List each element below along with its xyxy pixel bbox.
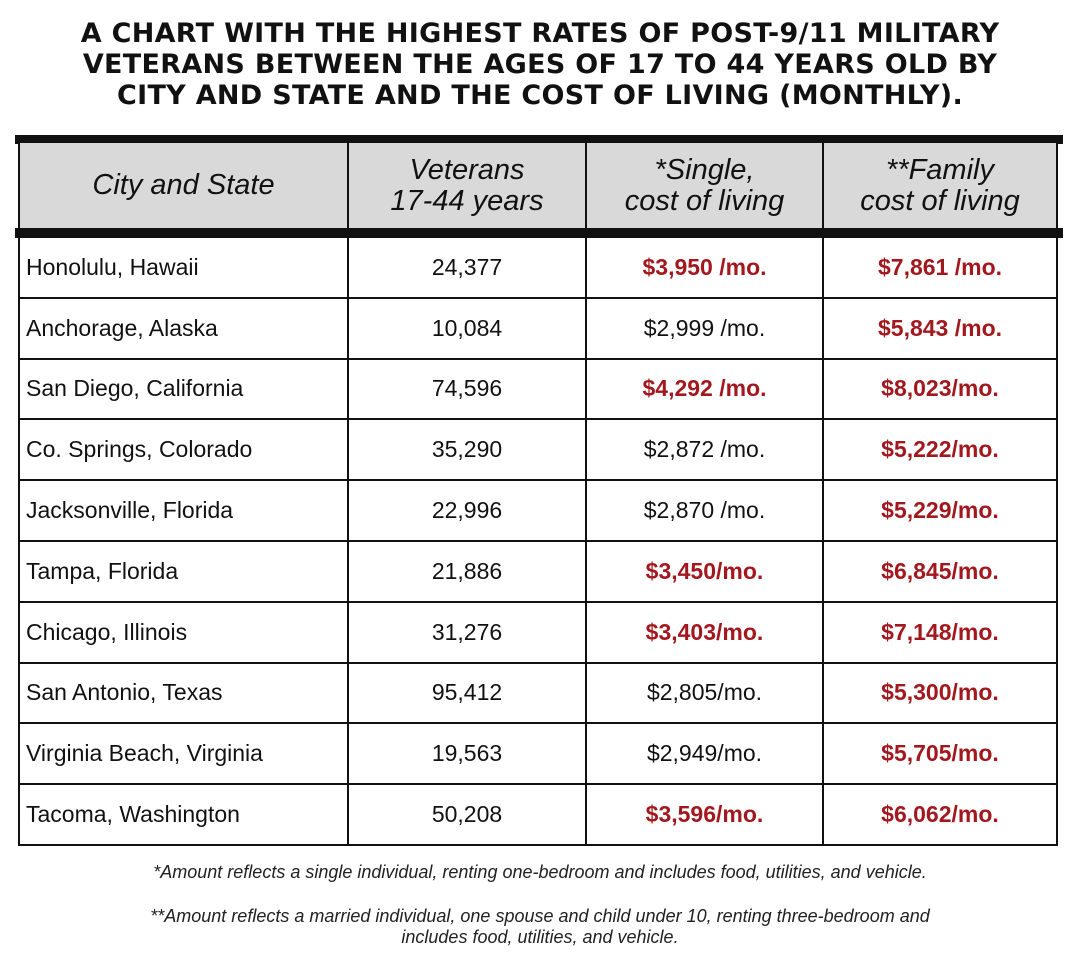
family-cost-cell: $5,229/mo. bbox=[822, 481, 1058, 540]
footnote-family-line: includes food, utilities, and vehicle. bbox=[401, 927, 679, 947]
single-cost-cell: $2,805/mo. bbox=[585, 663, 822, 723]
family-cost-cell: $7,861 /mo. bbox=[822, 238, 1058, 297]
column-header-line: Veterans bbox=[409, 153, 525, 186]
column-header-line: cost of living bbox=[860, 184, 1020, 217]
city-cell: Anchorage, Alaska bbox=[18, 298, 347, 358]
footnote-family: **Amount reflects a married individual, … bbox=[0, 906, 1080, 948]
footnote-family-line: **Amount reflects a married individual, … bbox=[150, 906, 930, 926]
table-row: Chicago, Illinois 31,276 $3,403/mo. $7,148/… bbox=[18, 602, 1058, 664]
column-header: City and State bbox=[18, 143, 347, 228]
table-row: Tampa, Florida 21,886 $3,450/mo. $6,845/mo. bbox=[18, 541, 1058, 603]
single-cost-cell: $2,949/mo. bbox=[585, 724, 822, 784]
table-row: San Diego, California 74,596 $4,292 /mo. $8… bbox=[18, 359, 1058, 421]
column-header-line: 17-44 years bbox=[390, 184, 544, 217]
city-cell: San Diego, California bbox=[18, 359, 347, 419]
veterans-cell: 31,276 bbox=[347, 602, 585, 662]
city-cell: San Antonio, Texas bbox=[18, 663, 347, 723]
city-cell: Honolulu, Hawaii bbox=[18, 238, 347, 297]
column-header-line: City and State bbox=[92, 169, 275, 201]
column-header: **Family cost of living bbox=[822, 143, 1058, 228]
city-cell: Jacksonville, Florida bbox=[18, 481, 347, 540]
table-row: Virginia Beach, Virginia 19,563 $2,949/mo.… bbox=[18, 724, 1058, 786]
header-row: City and State Veterans 17-44 years *Single… bbox=[18, 143, 1058, 228]
family-cost-cell: $6,845/mo. bbox=[822, 541, 1058, 601]
column-header-line: cost of living bbox=[624, 184, 785, 217]
veterans-cell: 74,596 bbox=[347, 359, 585, 419]
veterans-cell: 19,563 bbox=[347, 724, 585, 784]
single-cost-cell: $3,596/mo. bbox=[585, 785, 822, 844]
family-cost-cell: $5,222/mo. bbox=[822, 420, 1058, 480]
city-cell: Co. Springs, Colorado bbox=[18, 420, 347, 480]
single-cost-cell: $2,870 /mo. bbox=[585, 481, 822, 540]
column-header-line: **Family bbox=[886, 153, 994, 186]
table-row: Co. Springs, Colorado 35,290 $2,872 /mo. $5… bbox=[18, 420, 1058, 482]
column-header: Veterans 17-44 years bbox=[347, 143, 585, 228]
veterans-cell: 21,886 bbox=[347, 541, 585, 601]
veterans-cell: 22,996 bbox=[347, 481, 585, 540]
veterans-cell: 50,208 bbox=[347, 785, 585, 844]
title-line: CITY AND STATE AND THE COST OF LIVING (M… bbox=[116, 80, 964, 111]
family-cost-cell: $5,300/mo. bbox=[822, 663, 1058, 723]
city-cell: Tacoma, Washington bbox=[18, 785, 347, 844]
veterans-cell: 95,412 bbox=[347, 663, 585, 723]
family-cost-cell: $5,843 /mo. bbox=[822, 298, 1058, 358]
single-cost-cell: $2,872 /mo. bbox=[585, 420, 822, 480]
veterans-cell: 10,084 bbox=[347, 298, 585, 358]
table-row: Honolulu, Hawaii 24,377 $3,950 /mo. $7,861 … bbox=[18, 238, 1058, 299]
single-cost-cell: $3,403/mo. bbox=[585, 602, 822, 662]
single-cost-cell: $4,292 /mo. bbox=[585, 359, 822, 419]
footnote-single: *Amount reflects a single individual, re… bbox=[153, 862, 927, 882]
family-cost-cell: $5,705/mo. bbox=[822, 724, 1058, 784]
table-header: City and State Veterans 17-44 years *Single… bbox=[18, 143, 1058, 228]
table-top-rule bbox=[15, 135, 1063, 144]
title-line: A CHART WITH THE HIGHEST RATES OF POST-9… bbox=[80, 18, 1000, 49]
table-row: San Antonio, Texas 95,412 $2,805/mo. $5,300… bbox=[18, 663, 1058, 725]
family-cost-cell: $6,062/mo. bbox=[822, 785, 1058, 844]
table-row: Tacoma, Washington 50,208 $3,596/mo. $6,062… bbox=[18, 785, 1058, 846]
title-line: VETERANS BETWEEN THE AGES OF 17 TO 44 YE… bbox=[82, 49, 998, 80]
table-row: Jacksonville, Florida 22,996 $2,870 /mo. $5… bbox=[18, 481, 1058, 542]
veterans-cell: 24,377 bbox=[347, 238, 585, 297]
column-header: *Single, cost of living bbox=[585, 143, 822, 228]
single-cost-cell: $2,999 /mo. bbox=[585, 298, 822, 358]
family-cost-cell: $8,023/mo. bbox=[822, 359, 1058, 419]
city-cell: Tampa, Florida bbox=[18, 541, 347, 601]
table-body: Honolulu, Hawaii 24,377 $3,950 /mo. $7,861 … bbox=[18, 238, 1058, 846]
city-cell: Chicago, Illinois bbox=[18, 602, 347, 662]
single-cost-cell: $3,450/mo. bbox=[585, 541, 822, 601]
column-header-line: *Single, bbox=[654, 153, 755, 186]
city-cell: Virginia Beach, Virginia bbox=[18, 724, 347, 784]
family-cost-cell: $7,148/mo. bbox=[822, 602, 1058, 662]
single-cost-cell: $3,950 /mo. bbox=[585, 238, 822, 297]
header-rule bbox=[15, 228, 1063, 238]
veterans-cell: 35,290 bbox=[347, 420, 585, 480]
table-row: Anchorage, Alaska 10,084 $2,999 /mo. $5,843… bbox=[18, 298, 1058, 360]
chart-title: A CHART WITH THE HIGHEST RATES OF POST-9… bbox=[0, 18, 1080, 111]
